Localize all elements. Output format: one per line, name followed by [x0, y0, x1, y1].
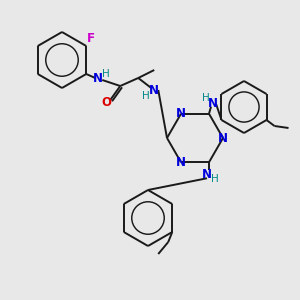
Text: H: H [102, 69, 110, 79]
Text: H: H [211, 174, 219, 184]
Text: N: N [149, 83, 159, 97]
Text: H: H [142, 91, 150, 101]
Text: N: N [208, 97, 218, 110]
Text: N: N [218, 131, 228, 145]
Text: F: F [87, 32, 95, 45]
Text: N: N [202, 168, 212, 181]
Text: H: H [202, 93, 210, 103]
Text: O: O [101, 95, 111, 109]
Text: N: N [176, 107, 186, 120]
Text: N: N [176, 156, 186, 169]
Text: N: N [93, 71, 103, 85]
